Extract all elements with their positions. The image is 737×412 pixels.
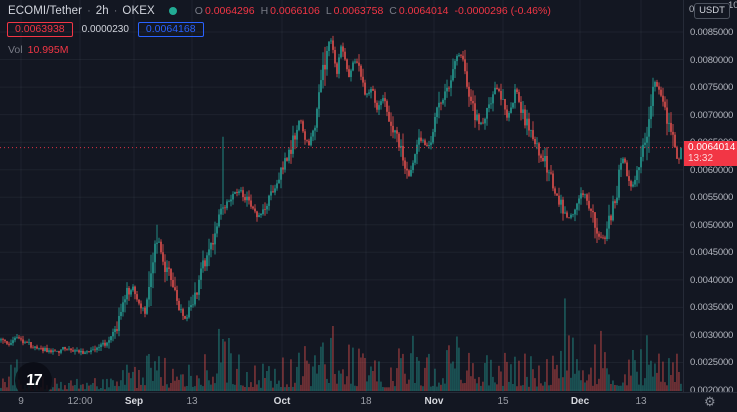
time-axis-label: 12:00 xyxy=(67,396,93,407)
time-axis-label: 13 xyxy=(635,396,647,407)
volume-value: 10.995M xyxy=(27,44,69,56)
symbol-title[interactable]: ECOMI/Tether xyxy=(8,5,83,17)
time-axis-label: 13 xyxy=(186,396,198,407)
time-axis-label: 18 xyxy=(360,396,372,407)
time-axis-label: Nov xyxy=(424,396,444,407)
open-label: O xyxy=(194,5,203,17)
price-axis-label: 0.0060000 xyxy=(690,164,734,176)
volume-readout: Vol 10.995M xyxy=(8,44,68,56)
close-value: 0.0064014 xyxy=(398,5,449,17)
time-axis-label: Sep xyxy=(124,396,144,407)
price-axis-label: 0.0070000 xyxy=(690,109,734,121)
buy-sell-widget: 0.0063938 0.0000230 0.0064168 xyxy=(7,22,204,37)
open-value: 0.0064296 xyxy=(204,5,255,17)
separator: · xyxy=(113,5,118,17)
currency-toggle-button[interactable]: USDT xyxy=(694,3,730,19)
price-axis-label: 0.0085000 xyxy=(690,27,734,38)
time-axis-label: 15 xyxy=(497,396,509,407)
price-axis-label: 0.0025000 xyxy=(690,357,734,369)
time-axis-label: 9 xyxy=(18,396,24,407)
price-axis-label: 0.0035000 xyxy=(690,302,734,314)
time-axis-label: Dec xyxy=(570,396,590,407)
time-axis[interactable]: ⚙ 9 12:00 Sep 13 Oct 18 Nov 15 Dec 13 xyxy=(0,392,737,412)
ohlc-readout: O 0.0064296 H 0.0066106 L 0.0063758 C 0.… xyxy=(195,5,551,17)
tradingview-logo-glyph: 17 xyxy=(25,371,42,389)
high-value: 0.0066106 xyxy=(270,5,320,17)
low-label: L xyxy=(325,5,332,17)
price-axis-label: 0.0075000 xyxy=(690,82,734,94)
last-price-value: 0.0064014 xyxy=(688,141,736,153)
bar-countdown: 13:32 xyxy=(688,152,714,164)
volume-label: Vol xyxy=(8,44,23,56)
price-axis-label: 0.0030000 xyxy=(690,329,734,341)
interval-label[interactable]: 2h xyxy=(95,5,109,17)
last-price-badge: 0.0064014 13:32 xyxy=(684,140,737,166)
low-value: 0.0063758 xyxy=(333,5,384,17)
price-axis-top-fragment-right: 10 xyxy=(728,0,737,11)
price-axis-label: 0.0045000 xyxy=(690,247,734,259)
time-axis-label: Oct xyxy=(273,396,291,407)
price-axis-label: 0.0040000 xyxy=(690,274,734,286)
buy-button[interactable]: 0.0064168 xyxy=(137,22,204,37)
price-axis-label: 0.0050000 xyxy=(690,219,734,231)
market-status-dot-icon[interactable] xyxy=(168,7,177,15)
price-axis-label: 0.0055000 xyxy=(690,192,734,204)
price-axis-label: 0.0020000 xyxy=(690,385,734,397)
exchange-label: OKEX xyxy=(122,5,155,17)
price-axis-top-fragment-left: 0. xyxy=(689,4,697,15)
sell-button[interactable]: 0.0063938 xyxy=(7,22,73,37)
spread-value: 0.0000230 xyxy=(81,24,129,35)
gear-icon[interactable]: ⚙ xyxy=(704,394,716,409)
separator: · xyxy=(87,5,91,17)
close-label: C xyxy=(389,5,397,17)
price-axis[interactable]: 0. 10 USDT 0.0064014 13:32 0.0085000 0.00… xyxy=(683,0,737,396)
price-axis-label: 0.0080000 xyxy=(690,54,734,66)
chart-header: ECOMI/Tether · 2h · OKEX O 0.0064296 H 0… xyxy=(8,5,551,17)
high-label: H xyxy=(260,5,269,17)
change-value: -0.0000296 (-0.46%) xyxy=(454,5,551,17)
